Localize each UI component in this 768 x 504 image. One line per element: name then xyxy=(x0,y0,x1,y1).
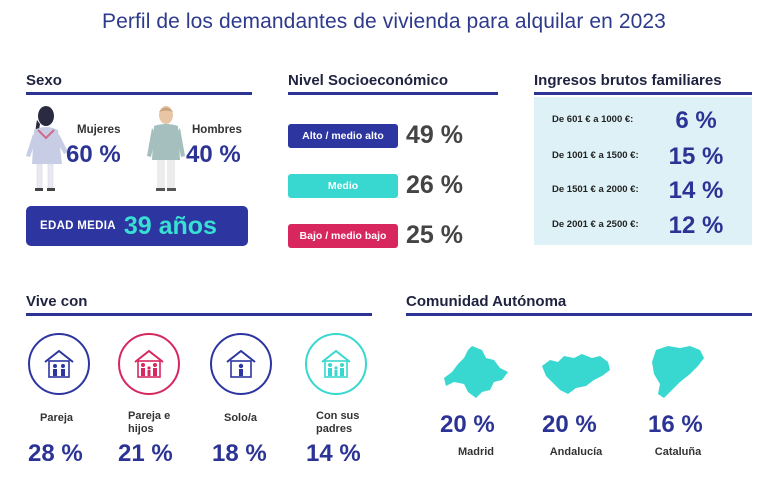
edad-media-value: 39 años xyxy=(123,211,217,240)
ingreso-value-1: 6 % xyxy=(675,107,717,134)
house-single-icon xyxy=(226,349,256,378)
pareja-hijos-circle xyxy=(118,333,180,395)
house-couple-icon xyxy=(44,349,74,378)
woman-figure-icon xyxy=(26,106,68,191)
nivel-bar-bajo: Bajo / medio bajo xyxy=(288,224,398,248)
padres-value: 14 % xyxy=(306,440,361,467)
edad-media-box: EDAD MEDIA 39 años xyxy=(26,206,248,246)
solo-value: 18 % xyxy=(212,440,267,467)
ingreso-label-3: De 1501 € a 2000 €: xyxy=(552,184,639,195)
cataluna-map-icon xyxy=(652,346,704,398)
house-family-icon xyxy=(134,349,164,378)
ingreso-label-2: De 1001 € a 1500 €: xyxy=(552,150,639,161)
vive-con-underline xyxy=(26,313,372,316)
comunidad-section-title: Comunidad Autónoma xyxy=(406,293,567,310)
sexo-section-title: Sexo xyxy=(26,72,62,89)
nivel-value-medio: 26 % xyxy=(406,171,463,199)
madrid-label: Madrid xyxy=(457,446,495,458)
comunidad-underline xyxy=(406,313,752,316)
mujeres-label: Mujeres xyxy=(77,124,121,136)
padres-circle xyxy=(305,333,367,395)
edad-media-label: EDAD MEDIA xyxy=(40,220,116,232)
man-figure-icon xyxy=(147,106,185,191)
ingresos-underline xyxy=(534,92,752,95)
nivel-bar-alto: Alto / medio alto xyxy=(288,124,398,148)
cataluna-label: Cataluña xyxy=(654,446,702,458)
ingresos-panel xyxy=(534,97,752,245)
hombres-value: 40 % xyxy=(186,141,241,168)
house-parents-icon xyxy=(321,349,351,378)
ingreso-value-2: 15 % xyxy=(668,143,724,170)
pareja-circle xyxy=(28,333,90,395)
nivel-value-alto: 49 % xyxy=(406,121,463,149)
vive-con-section-title: Vive con xyxy=(26,293,88,310)
andalucia-value: 20 % xyxy=(542,411,597,438)
cataluna-value: 16 % xyxy=(648,411,703,438)
ingresos-section-title: Ingresos brutos familiares xyxy=(534,72,722,89)
sexo-underline xyxy=(26,92,252,95)
padres-label: Con sus padres xyxy=(316,410,360,435)
solo-label: Solo/a xyxy=(224,412,258,424)
mujeres-value: 60 % xyxy=(66,141,121,168)
madrid-value: 20 % xyxy=(440,411,495,438)
pareja-hijos-label: Pareja e hijos xyxy=(128,410,171,435)
nivel-bar-medio: Medio xyxy=(288,174,398,198)
ingreso-label-4: De 2001 € a 2500 €: xyxy=(552,219,639,230)
nivel-underline xyxy=(288,92,498,95)
hombres-label: Hombres xyxy=(192,124,242,136)
page-title: Perfil de los demandantes de vivienda pa… xyxy=(102,10,666,33)
ingreso-value-3: 14 % xyxy=(668,177,724,204)
andalucia-label: Andalucía xyxy=(549,446,603,458)
pareja-label: Pareja xyxy=(40,412,74,424)
nivel-value-bajo: 25 % xyxy=(406,221,463,249)
solo-circle xyxy=(210,333,272,395)
madrid-map-icon xyxy=(444,346,508,398)
andalucia-map-icon xyxy=(542,354,610,394)
ingreso-value-4: 12 % xyxy=(668,212,724,239)
ingreso-label-1: De 601 € a 1000 €: xyxy=(552,114,634,125)
pareja-hijos-value: 21 % xyxy=(118,440,173,467)
pareja-value: 28 % xyxy=(28,440,83,467)
nivel-section-title: Nivel Socioeconómico xyxy=(288,72,449,89)
